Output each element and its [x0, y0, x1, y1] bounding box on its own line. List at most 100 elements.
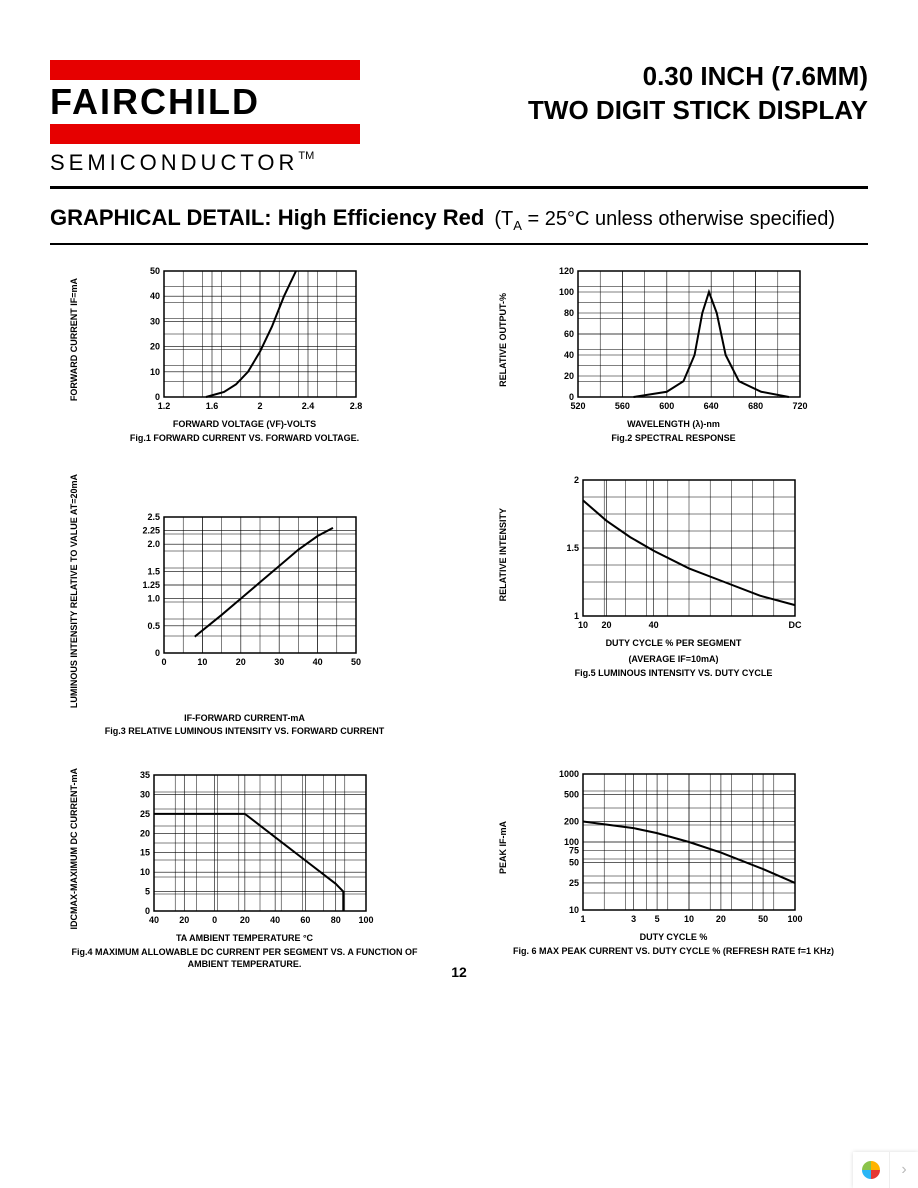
fig5-subxlabel: (AVERAGE IF=10mA) — [499, 654, 848, 666]
fig3-plot: 0102030405000.51.01.251.52.02.252.5 — [134, 511, 364, 671]
svg-text:40: 40 — [149, 915, 159, 925]
corner-widget[interactable]: › — [853, 1152, 918, 1188]
title-line-2: TWO DIGIT STICK DISPLAY — [528, 94, 868, 128]
corner-widget-arrow[interactable]: › — [889, 1152, 918, 1188]
fig2-xlabel: WAVELENGTH (λ)-nm — [499, 419, 848, 431]
svg-text:60: 60 — [564, 329, 574, 339]
svg-text:1.5: 1.5 — [148, 567, 161, 577]
svg-text:10: 10 — [140, 867, 150, 877]
svg-text:10: 10 — [198, 657, 208, 667]
section-heading: GRAPHICAL DETAIL: High Efficiency Red (T… — [50, 205, 868, 233]
svg-text:0: 0 — [162, 657, 167, 667]
svg-text:40: 40 — [150, 291, 160, 301]
fig2-ylabel: RELATIVE OUTPUT-% — [499, 293, 509, 387]
svg-text:120: 120 — [559, 266, 574, 276]
svg-text:5: 5 — [655, 914, 660, 924]
svg-text:10: 10 — [578, 620, 588, 630]
svg-text:2.5: 2.5 — [148, 512, 161, 522]
svg-text:3: 3 — [632, 914, 637, 924]
section-condition: (TA = 25°C unless otherwise specified) — [489, 208, 835, 230]
svg-text:500: 500 — [564, 789, 579, 799]
svg-text:50: 50 — [351, 657, 361, 667]
svg-text:0: 0 — [569, 392, 574, 402]
svg-text:640: 640 — [704, 401, 719, 411]
svg-text:25: 25 — [140, 808, 150, 818]
svg-text:0: 0 — [155, 648, 160, 658]
svg-text:50: 50 — [150, 266, 160, 276]
svg-text:100: 100 — [788, 914, 803, 924]
title-line-1: 0.30 INCH (7.6MM) — [528, 60, 868, 94]
fig4-plot: 402002040608010005101520253035 — [124, 769, 374, 929]
svg-text:5: 5 — [145, 886, 150, 896]
fig1-plot: 1.21.622.42.801020304050 — [134, 265, 364, 415]
svg-text:40: 40 — [271, 915, 281, 925]
cond-prefix: (T — [494, 208, 513, 230]
svg-text:2.25: 2.25 — [143, 526, 161, 536]
logo-bar-bottom — [50, 124, 360, 144]
svg-text:1.6: 1.6 — [206, 401, 219, 411]
svg-text:80: 80 — [331, 915, 341, 925]
fig2-caption: Fig.2 SPECTRAL RESPONSE — [499, 433, 848, 445]
svg-text:100: 100 — [559, 287, 574, 297]
svg-text:20: 20 — [240, 915, 250, 925]
svg-text:2.8: 2.8 — [350, 401, 363, 411]
svg-text:0: 0 — [213, 915, 218, 925]
svg-text:30: 30 — [275, 657, 285, 667]
fig4-xlabel: TA AMBIENT TEMPERATURE °C — [70, 933, 419, 945]
svg-text:20: 20 — [140, 828, 150, 838]
cond-sub: A — [513, 218, 522, 233]
logo-bar-top — [50, 60, 360, 80]
header-rule — [50, 186, 868, 189]
svg-text:100: 100 — [359, 915, 374, 925]
svg-text:10: 10 — [150, 367, 160, 377]
chart-fig6: PEAK IF-mA 13510205010010255075100200500… — [499, 768, 848, 971]
svg-text:40: 40 — [313, 657, 323, 667]
fig5-caption: Fig.5 LUMINOUS INTENSITY VS. DUTY CYCLE — [499, 668, 848, 680]
fig1-ylabel: FORWARD CURRENT IF=mA — [70, 278, 80, 401]
svg-text:30: 30 — [140, 789, 150, 799]
svg-text:50: 50 — [759, 914, 769, 924]
svg-text:1.0: 1.0 — [148, 594, 161, 604]
fig5-xlabel: DUTY CYCLE % PER SEGMENT — [499, 638, 848, 650]
fig3-ylabel: LUMINOUS INTENSITY RELATIVE TO VALUE AT=… — [70, 474, 80, 708]
svg-text:35: 35 — [140, 770, 150, 780]
svg-text:10: 10 — [684, 914, 694, 924]
svg-text:20: 20 — [602, 620, 612, 630]
corner-widget-icon[interactable] — [853, 1152, 889, 1188]
svg-text:1.25: 1.25 — [143, 580, 161, 590]
brand-subtext-text: SEMICONDUCTOR — [50, 150, 298, 175]
brand-logo: FAIRCHILD SEMICONDUCTORTM — [50, 60, 360, 176]
svg-text:520: 520 — [571, 401, 586, 411]
svg-text:100: 100 — [564, 837, 579, 847]
svg-text:2: 2 — [258, 401, 263, 411]
svg-text:0: 0 — [145, 906, 150, 916]
chart-fig4: IDCMAX-MAXIMUM DC CURRENT-mA 40200204060… — [70, 768, 419, 971]
document-title: 0.30 INCH (7.6MM) TWO DIGIT STICK DISPLA… — [528, 60, 868, 128]
svg-text:20: 20 — [150, 342, 160, 352]
svg-text:720: 720 — [793, 401, 808, 411]
svg-text:50: 50 — [569, 857, 579, 867]
svg-text:20: 20 — [236, 657, 246, 667]
svg-text:20: 20 — [716, 914, 726, 924]
svg-text:200: 200 — [564, 816, 579, 826]
fig5-plot: 102040DC11.52 — [553, 474, 803, 634]
fig1-xlabel: FORWARD VOLTAGE (VF)-VOLTS — [70, 419, 419, 431]
svg-text:680: 680 — [749, 401, 764, 411]
svg-text:560: 560 — [615, 401, 630, 411]
svg-text:1.5: 1.5 — [567, 543, 580, 553]
section-title-text: GRAPHICAL DETAIL: High Efficiency Red — [50, 205, 484, 230]
chart-fig3: LUMINOUS INTENSITY RELATIVE TO VALUE AT=… — [70, 474, 419, 738]
svg-text:0.5: 0.5 — [148, 621, 161, 631]
svg-text:DC: DC — [789, 620, 802, 630]
fig2-plot: 520560600640680720020406080100120 — [548, 265, 808, 415]
svg-text:1000: 1000 — [559, 769, 579, 779]
fig6-plot: 135102050100102550751002005001000 — [553, 768, 803, 928]
charts-grid: FORWARD CURRENT IF=mA 1.21.622.42.801020… — [50, 265, 868, 970]
svg-text:60: 60 — [301, 915, 311, 925]
cond-rest: = 25°C unless otherwise specified) — [522, 208, 835, 230]
svg-text:40: 40 — [564, 350, 574, 360]
brand-name: FAIRCHILD — [50, 80, 360, 124]
fig1-caption: Fig.1 FORWARD CURRENT VS. FORWARD VOLTAG… — [70, 433, 419, 445]
fig3-xlabel: IF-FORWARD CURRENT-mA — [70, 713, 419, 725]
trademark: TM — [298, 150, 314, 162]
